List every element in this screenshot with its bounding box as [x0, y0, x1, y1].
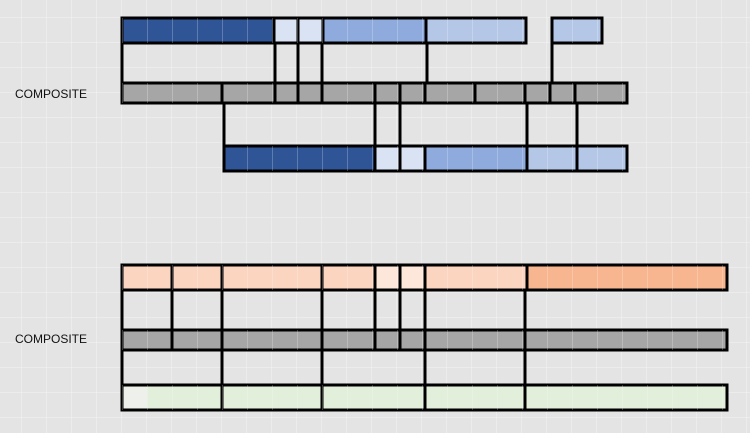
- source-row-a: [120, 16, 604, 45]
- source-row-b: [120, 383, 729, 412]
- source-row-a: [120, 263, 729, 292]
- composite-label: COMPOSITE: [15, 87, 87, 101]
- composite-row: [120, 81, 629, 105]
- source-row-b: [222, 144, 629, 173]
- bottom-diagram: COMPOSITE: [15, 263, 729, 412]
- composite-row: [120, 328, 729, 352]
- top-diagram: COMPOSITE: [15, 16, 629, 173]
- connectors: [120, 290, 527, 385]
- connectors: [120, 43, 579, 146]
- composite-label: COMPOSITE: [15, 332, 87, 346]
